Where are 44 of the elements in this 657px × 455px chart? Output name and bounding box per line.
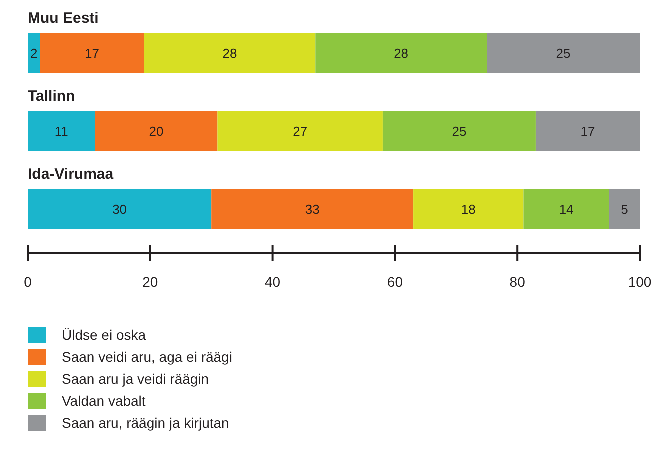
bar (218, 111, 383, 151)
bar (609, 189, 640, 229)
y-tick-label: Ida-Virumaa (28, 166, 114, 183)
data-label: 27 (293, 124, 308, 139)
legend-label: Valdan vabalt (62, 393, 146, 409)
data-label: 18 (461, 202, 476, 217)
x-tick-label: 20 (142, 274, 158, 290)
data-label: 33 (305, 202, 320, 217)
data-label: 20 (149, 124, 164, 139)
data-label: 11 (54, 124, 68, 139)
x-tick-label: 80 (510, 274, 526, 290)
data-label: 5 (621, 202, 628, 217)
y-tick-label: Muu Eesti (28, 10, 99, 27)
bar (524, 189, 610, 229)
bar (95, 111, 218, 151)
bar (28, 33, 40, 73)
y-tick-label: Tallinn (28, 88, 76, 105)
data-label: 28 (222, 46, 238, 61)
x-tick-label: 0 (24, 274, 32, 290)
legend-label: Saan aru ja veidi räägin (62, 371, 210, 387)
legend-label: Saan aru, räägin ja kirjutan (62, 415, 230, 431)
data-label: 14 (559, 202, 574, 217)
data-label: 25 (452, 124, 467, 139)
legend-label: Üldse ei oska (62, 327, 146, 343)
bar (28, 189, 212, 229)
bar (212, 189, 414, 229)
data-label: 2 (30, 46, 38, 61)
bar (144, 33, 316, 73)
bar (316, 33, 487, 73)
x-tick-label: 60 (387, 274, 404, 290)
data-label: 17 (85, 46, 100, 61)
bar (414, 189, 524, 229)
data-label: 30 (112, 202, 128, 217)
bar (28, 111, 96, 151)
data-label: 25 (556, 46, 571, 61)
bar (382, 111, 536, 151)
x-tick-label: 40 (265, 274, 281, 290)
bar (536, 111, 640, 151)
legend-label: Saan veidi aru, aga ei räägi (62, 349, 232, 365)
bar (487, 33, 640, 73)
data-label: 28 (394, 46, 409, 61)
bar (40, 33, 144, 73)
x-tick-label: 100 (628, 274, 652, 290)
data-label: 17 (580, 124, 596, 139)
